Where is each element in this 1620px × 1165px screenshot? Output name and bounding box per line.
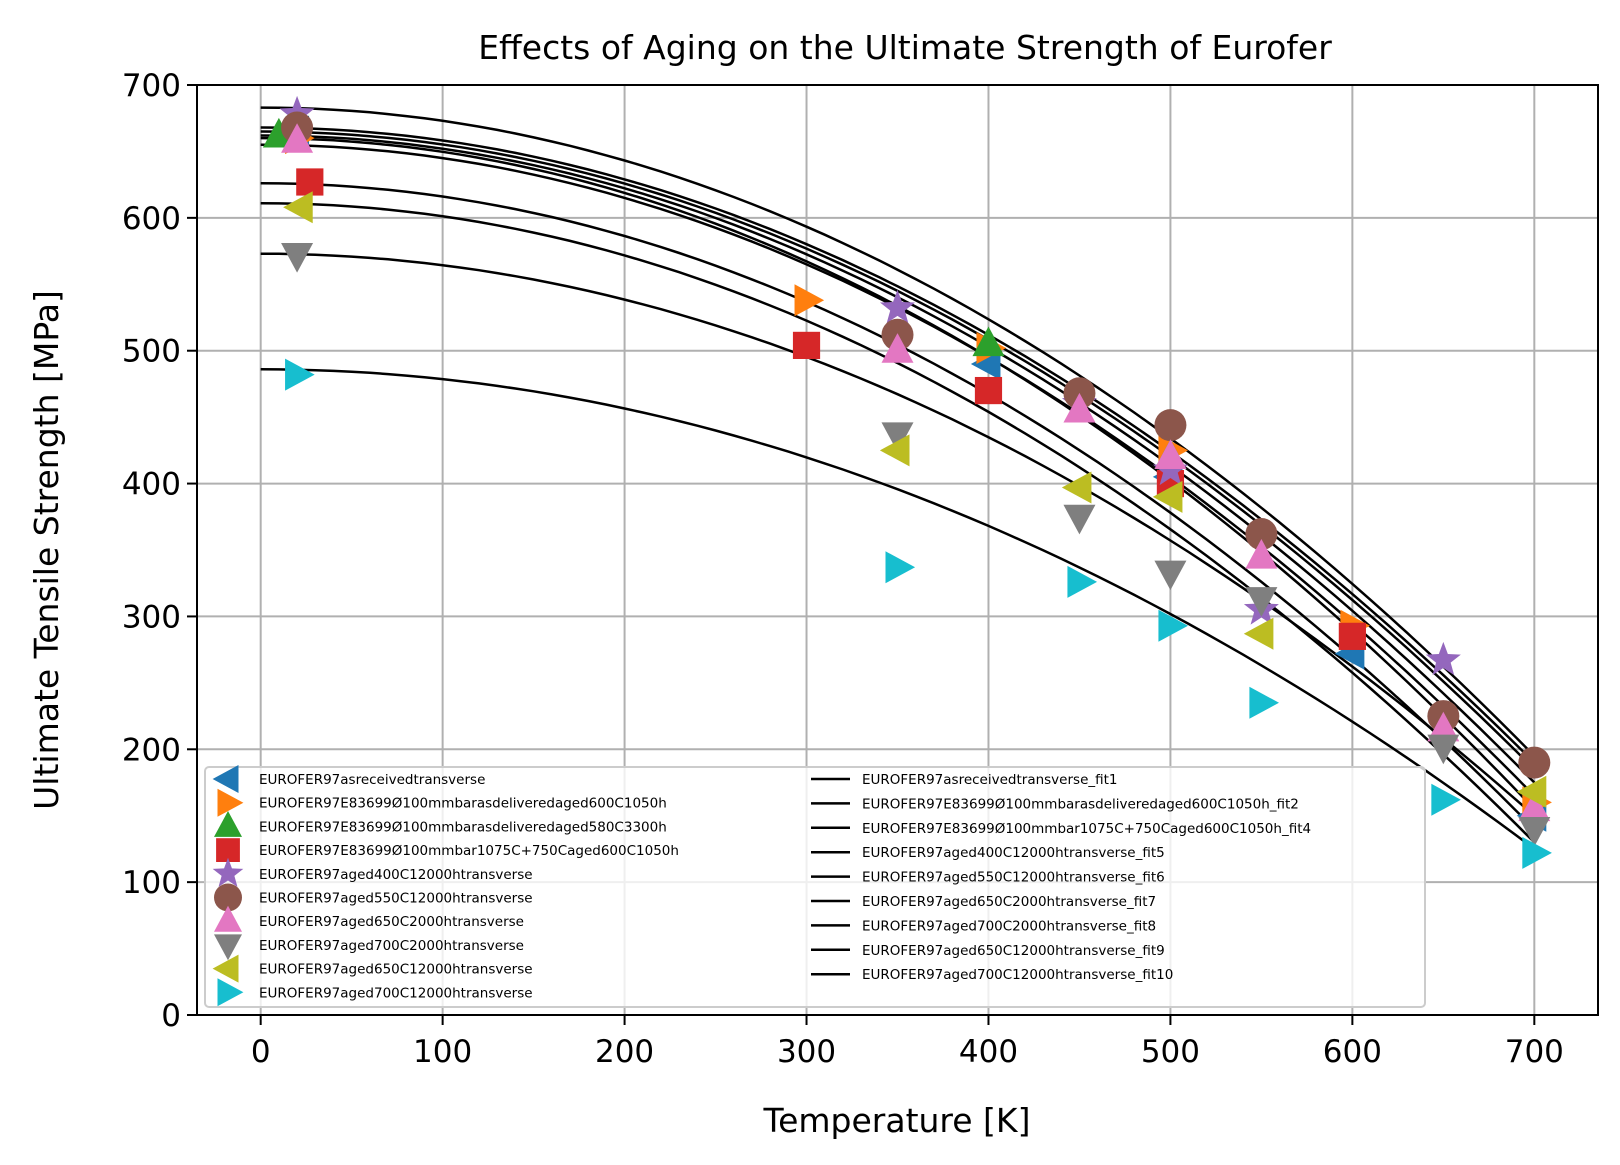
legend-label: EUROFER97aged400C12000htransverse — [259, 867, 533, 883]
x-tick-label: 100 — [413, 1034, 472, 1070]
data-point — [1063, 392, 1096, 423]
data-point — [1516, 775, 1547, 808]
legend-fit-label: EUROFER97asreceivedtransverse_fit1 — [862, 772, 1118, 788]
data-point — [1518, 817, 1551, 847]
data-point — [1154, 439, 1187, 469]
legend-fit-label: EUROFER97aged650C2000htransverse_fit7 — [862, 894, 1156, 910]
x-tick-label: 500 — [1141, 1034, 1200, 1070]
data-point — [296, 168, 324, 196]
y-tick-label: 600 — [122, 201, 181, 237]
x-tick-label: 0 — [251, 1034, 271, 1070]
legend-marker — [212, 765, 239, 793]
data-point — [1152, 480, 1183, 513]
x-tick-label: 700 — [1505, 1034, 1564, 1070]
legend-box — [204, 766, 1426, 1008]
legend-marker — [214, 934, 242, 961]
data-point — [1427, 734, 1460, 765]
data-point — [880, 289, 915, 324]
legend-label: EUROFER97E83699Ø100mmbarasdeliveredaged5… — [259, 819, 667, 835]
x-tick-label: 300 — [777, 1034, 836, 1070]
data-point — [1063, 504, 1096, 535]
data-point — [794, 284, 825, 317]
legend-fit-label: EUROFER97E83699Ø100mmbarasdeliveredaged6… — [862, 796, 1299, 812]
x-axis-label: Temperature [K] — [763, 1101, 1031, 1140]
data-point — [972, 326, 1005, 357]
data-point — [1067, 565, 1098, 598]
data-point — [1425, 641, 1461, 676]
data-point — [879, 434, 910, 467]
data-point — [1245, 539, 1278, 569]
data-point — [881, 422, 914, 453]
data-point — [1518, 791, 1551, 822]
legend-marker — [212, 954, 239, 983]
legend-label: EUROFER97aged550C12000htransverse — [259, 891, 533, 907]
legend-marker — [216, 838, 240, 862]
data-point — [1431, 783, 1461, 816]
legend-label: EUROFER97asreceivedtransverse — [259, 772, 485, 788]
fit-line — [260, 201, 1536, 844]
y-tick-label: 500 — [122, 334, 181, 370]
data-point — [1427, 711, 1460, 742]
y-tick-label: 300 — [122, 599, 181, 635]
data-point — [1338, 622, 1366, 650]
x-axis: 0 100 200 300 400 500 600 700 — [251, 1015, 1564, 1070]
data-point — [281, 123, 314, 153]
fit-line — [260, 368, 1536, 850]
y-axis: 0 100 200 300 400 500 600 700 — [122, 68, 197, 1034]
legend-label: EUROFER97E83699Ø100mmbarasdeliveredaged6… — [259, 796, 667, 812]
legend-marker — [212, 857, 244, 887]
x-tick-label: 600 — [1323, 1034, 1382, 1070]
data-point — [1061, 471, 1092, 504]
plot-frame — [196, 84, 1599, 1016]
legend-fit-label: EUROFER97aged650C12000htransverse_fit9 — [862, 943, 1165, 959]
y-tick-label: 700 — [122, 68, 181, 104]
data-point — [881, 333, 914, 363]
legend-fit-label: EUROFER97E83699Ø100mmbar1075C+750Caged60… — [862, 821, 1311, 837]
y-tick-label: 0 — [161, 998, 181, 1034]
legend-marker — [217, 978, 244, 1007]
data-point — [1245, 518, 1278, 551]
data-point — [1249, 686, 1279, 719]
data-point — [281, 243, 314, 273]
legend-marker — [214, 883, 242, 912]
data-point — [1518, 746, 1551, 779]
y-tick-label: 200 — [122, 732, 181, 768]
y-axis-label: Ultimate Tensile Strength [MPa] — [27, 290, 66, 810]
fit-line — [260, 252, 1536, 817]
data-point — [1154, 560, 1187, 591]
legend-fit-label: EUROFER97aged550C12000htransverse_fit6 — [862, 870, 1165, 886]
y-tick-label: 100 — [122, 865, 181, 901]
legend-label: EUROFER97aged700C2000htransverse — [259, 938, 524, 954]
legend-label: EUROFER97E83699Ø100mmbar1075C+750Caged60… — [259, 843, 679, 859]
legend-marker — [217, 788, 244, 817]
legend: EUROFER97asreceivedtransverse EUROFER97E8… — [204, 765, 1426, 1008]
data-point — [974, 376, 1003, 405]
data-point — [1243, 617, 1274, 650]
legend-marker — [214, 905, 242, 932]
data-point — [1522, 836, 1552, 869]
legend-label: EUROFER97aged650C2000htransverse — [259, 914, 524, 930]
y-tick-label: 400 — [122, 467, 181, 503]
x-tick-label: 200 — [595, 1034, 654, 1070]
fit-line — [260, 106, 1536, 757]
data-point — [1154, 409, 1187, 442]
data-point — [262, 117, 295, 148]
x-tick-label: 400 — [959, 1034, 1018, 1070]
legend-fit-label: EUROFER97aged700C12000htransverse_fit10 — [862, 967, 1173, 983]
fit-line — [260, 126, 1536, 764]
legend-label: EUROFER97aged700C12000htransverse — [259, 985, 533, 1001]
data-point — [285, 358, 315, 391]
data-points — [262, 95, 1552, 869]
data-point — [1158, 609, 1189, 642]
data-point — [1245, 587, 1278, 617]
data-point — [885, 551, 916, 584]
data-point — [283, 191, 313, 224]
legend-fit-label: EUROFER97aged400C12000htransverse_fit5 — [862, 845, 1165, 861]
chart-title: Effects of Aging on the Ultimate Strengt… — [478, 28, 1332, 67]
data-point — [792, 331, 821, 359]
legend-marker — [214, 811, 242, 837]
legend-fit-label: EUROFER97aged700C2000htransverse_fit8 — [862, 918, 1156, 934]
legend-label: EUROFER97aged650C12000htransverse — [259, 962, 533, 978]
